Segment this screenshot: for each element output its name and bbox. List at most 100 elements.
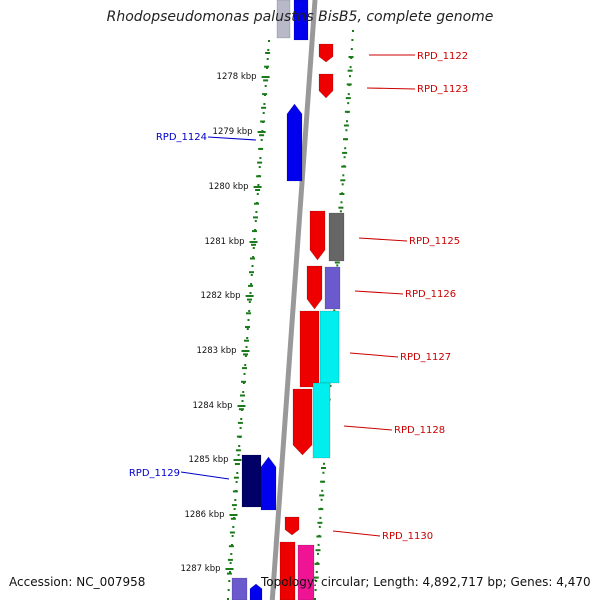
outer-dotted-boundary [245,346,248,348]
scale-tick [233,476,239,479]
kbp-label: 1280 kbp [209,182,249,192]
scale-tick [346,83,352,86]
scale-tick [254,202,259,205]
scale-tick [250,257,255,260]
scale-tick [234,463,240,465]
inner-dotted-boundary [340,201,343,204]
outer-dotted-boundary [266,58,269,60]
outer-dotted-boundary [247,319,250,321]
scale-tick [257,161,263,164]
outer-dotted-boundary [255,211,258,213]
scale-tick [226,572,232,575]
scale-tick [246,312,251,315]
outer-dotted-boundary [235,481,238,483]
inner-dotted-boundary [320,498,323,501]
scale-tick [240,394,245,397]
outer-dotted-boundary [239,427,242,429]
outer-dotted-boundary [252,247,255,249]
outer-dotted-boundary [232,526,235,528]
scale-tick [241,380,246,383]
inner-dotted-boundary [318,525,321,528]
gene-label-rpd-1123: RPD_1123 [417,84,468,95]
gene-arrow [276,0,291,39]
gene-arrow-rpd-1127 [299,310,320,388]
gene-label-rpd-1126: RPD_1126 [405,289,456,300]
inner-dotted-boundary [317,552,319,555]
gene-arrow [324,266,341,310]
gene-arrow [293,0,309,41]
outer-dotted-boundary [241,400,244,402]
kbp-label: 1279 kbp [213,127,253,137]
inner-dotted-boundary [343,156,346,159]
outer-dotted-boundary [254,229,257,231]
scale-tick [321,467,326,469]
inner-dotted-boundary [315,580,318,582]
scale-tick [348,56,354,58]
outer-dotted-boundary [258,166,261,168]
outer-dotted-boundary [259,157,262,159]
outer-dotted-boundary [236,472,239,474]
gene-arrow [297,544,315,601]
scale-tick [338,206,344,209]
gene-label-rpd-1124: RPD_1124 [156,132,207,143]
outer-dotted-boundary [246,337,249,339]
scale-tick-major [241,350,250,352]
scale-tick [255,189,261,191]
leader-line-rpd-1125 [358,237,408,242]
kbp-label: 1278 kbp [217,72,257,82]
outer-dotted-boundary [234,499,237,501]
scale-tick-major [245,295,254,297]
scale-tick [259,134,265,137]
scale-tick-major [249,241,258,243]
outer-dotted-boundary [243,373,246,375]
inner-dotted-boundary [339,210,342,213]
outer-dotted-boundary [227,589,230,591]
scale-tick [343,138,348,141]
kbp-label: 1287 kbp [180,564,220,574]
scale-tick [339,193,345,195]
inner-dotted-boundary [314,598,316,600]
outer-dotted-boundary [227,598,229,600]
scale-tick-major [237,405,246,407]
scale-tick [236,435,242,438]
outer-dotted-boundary [244,364,247,366]
scale-tick [264,65,270,68]
outer-dotted-boundary [240,418,243,420]
gene-arrow-rpd-1122 [318,43,334,63]
gene-label-rpd-1122: RPD_1122 [417,51,468,62]
outer-dotted-boundary [267,49,270,51]
gene-arrow [328,212,345,262]
inner-dotted-boundary [349,75,351,78]
outer-dotted-boundary [233,508,236,510]
scale-tick [242,367,247,370]
outer-dotted-boundary [250,283,253,285]
outer-dotted-boundary [242,391,245,393]
inner-dotted-boundary [350,48,353,50]
outer-dotted-boundary [229,562,232,564]
outer-dotted-boundary [242,382,245,384]
outer-dotted-boundary [231,544,233,546]
genome-backbone [269,0,318,601]
outer-dotted-boundary [238,445,241,447]
scale-tick [248,284,253,287]
outer-dotted-boundary [254,220,257,222]
outer-dotted-boundary [229,571,231,573]
outer-dotted-boundary [230,553,233,555]
inner-dotted-boundary [317,543,320,546]
outer-dotted-boundary [246,328,249,330]
scale-tick-major [229,514,238,516]
scale-tick-major [253,186,262,188]
gene-label-rpd-1127: RPD_1127 [400,352,451,363]
outer-dotted-boundary [268,40,270,42]
scale-tick [265,52,271,54]
scale-tick [313,576,319,579]
outer-dotted-boundary [228,580,231,582]
outer-dotted-boundary [237,454,240,456]
gene-arrow-rpd-1130 [284,516,300,536]
outer-dotted-boundary [250,274,253,276]
outer-dotted-boundary [266,67,268,69]
scale-tick [261,106,267,109]
scale-tick [320,480,326,483]
kbp-label: 1284 kbp [192,401,232,411]
